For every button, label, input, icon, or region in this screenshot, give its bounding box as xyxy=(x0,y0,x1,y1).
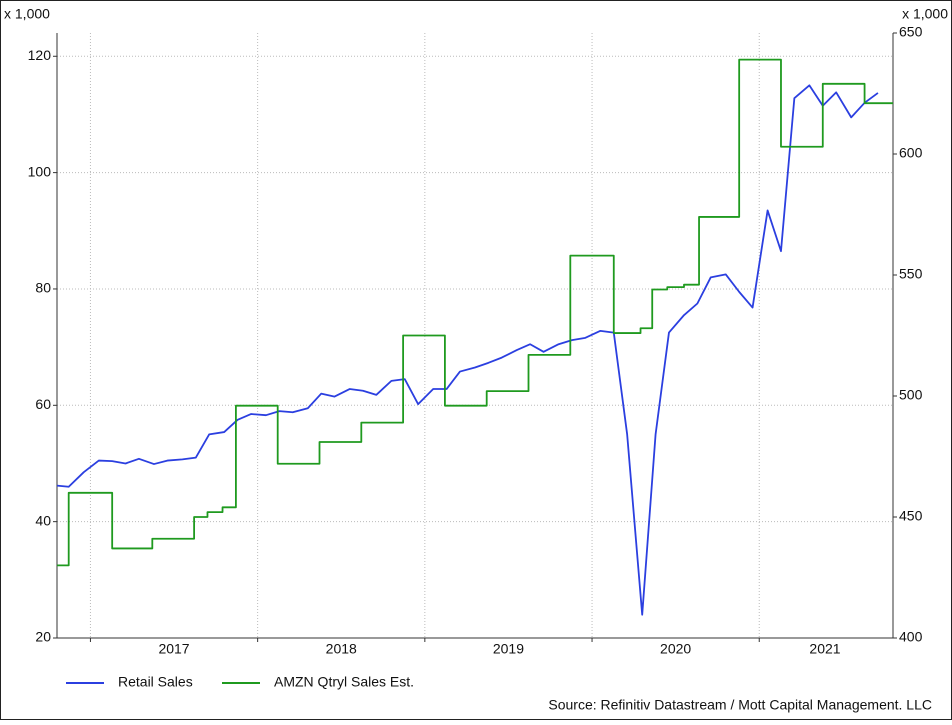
y2-tick-label: 450 xyxy=(899,508,923,524)
x-tick-label: 2018 xyxy=(326,641,357,657)
y-tick-label: 100 xyxy=(28,163,52,179)
y-tick-label: 80 xyxy=(35,280,51,296)
y2-tick-label: 400 xyxy=(899,629,923,645)
legend-label: Retail Sales xyxy=(118,674,193,690)
y-tick-label: 40 xyxy=(35,512,51,528)
y-tick-label: 120 xyxy=(28,47,52,63)
y2-tick-label: 550 xyxy=(899,266,923,282)
y-tick-label: 60 xyxy=(35,396,51,412)
y-unit-label: x 1,000 xyxy=(4,6,50,22)
y2-unit-label: x 1,000 xyxy=(902,6,948,22)
source-note: Source: Refinitiv Datastream / Mott Capi… xyxy=(548,697,932,713)
series-line xyxy=(56,84,879,616)
x-tick-label: 2019 xyxy=(493,641,524,657)
x-tick-label: 2020 xyxy=(660,641,691,657)
series-line xyxy=(57,58,893,567)
y2-tick-label: 600 xyxy=(899,145,923,161)
x-tick-label: 2021 xyxy=(809,641,840,657)
y-tick-label: 20 xyxy=(35,629,51,645)
y2-tick-label: 650 xyxy=(899,24,923,40)
x-tick-label: 2017 xyxy=(158,641,189,657)
legend-label: AMZN Qtryl Sales Est. xyxy=(274,674,414,690)
y2-tick-label: 500 xyxy=(899,387,923,403)
